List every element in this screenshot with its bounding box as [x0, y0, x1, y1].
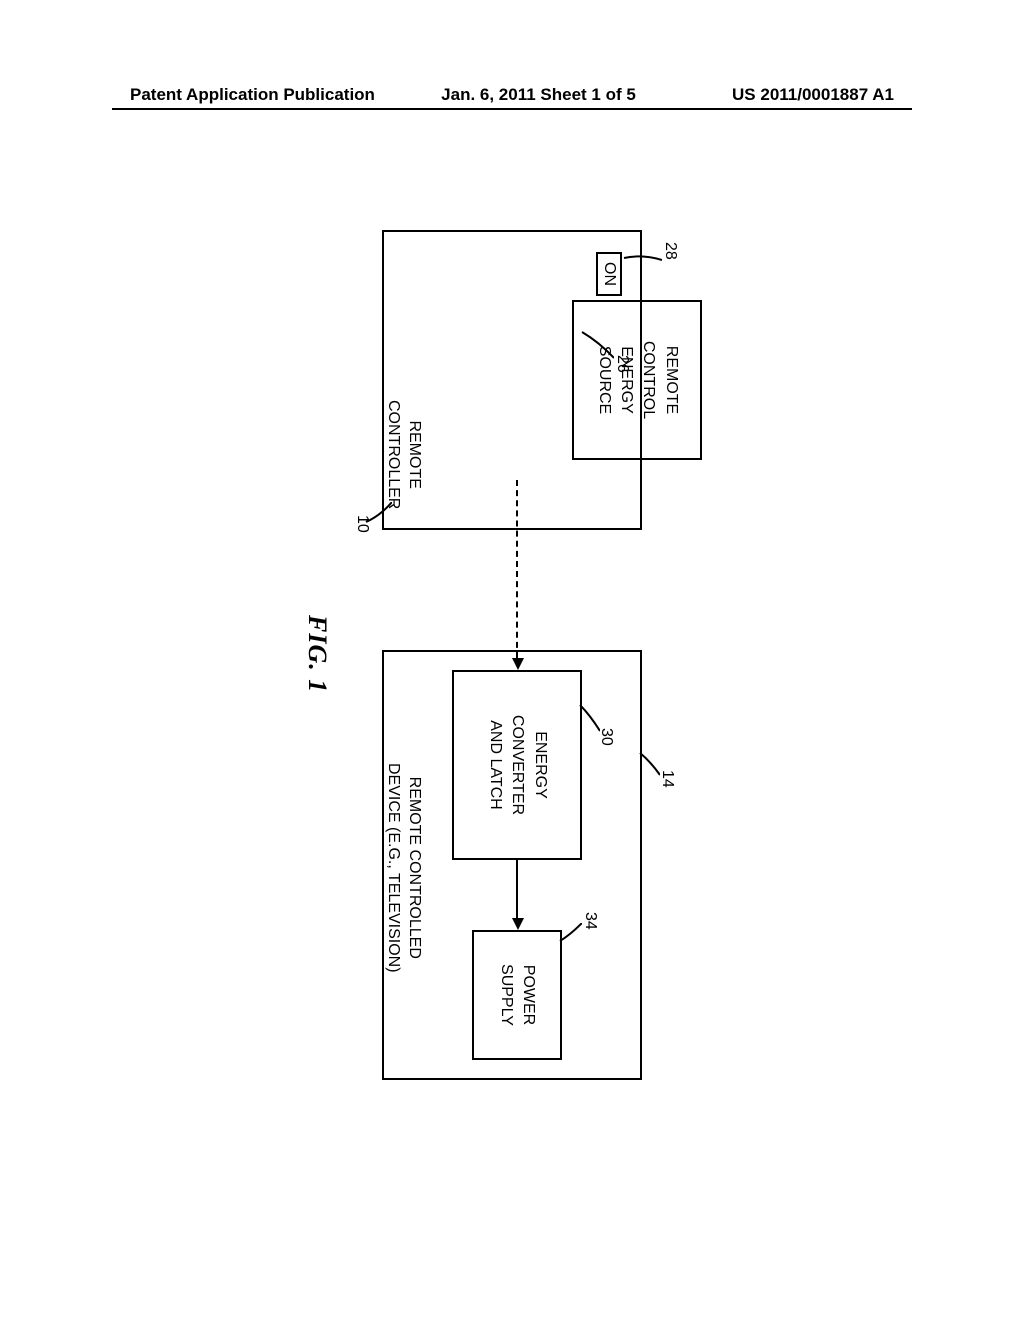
leader-30 — [578, 705, 600, 733]
energy-converter-label: ENERGY CONVERTER AND LATCH — [483, 715, 550, 815]
power-supply-box: POWER SUPPLY — [472, 930, 562, 1060]
figure-label: FIG. 1 — [302, 615, 332, 693]
energy-converter-box: ENERGY CONVERTER AND LATCH — [452, 670, 582, 860]
leader-28 — [622, 250, 662, 270]
remote-controller-label: REMOTE CONTROLLER — [382, 400, 424, 509]
power-arrow-head — [512, 918, 524, 930]
ref-28: 28 — [659, 242, 680, 260]
header-patent-number: US 2011/0001887 A1 — [732, 85, 894, 105]
power-supply-label: POWER SUPPLY — [495, 964, 540, 1026]
header-divider — [112, 108, 912, 110]
ref-26: 26 — [611, 355, 632, 373]
header-publication: Patent Application Publication — [130, 85, 375, 105]
header-date-sheet: Jan. 6, 2011 Sheet 1 of 5 — [441, 85, 636, 105]
signal-arrow-head — [512, 658, 524, 670]
power-arrow — [516, 860, 518, 918]
leader-14 — [638, 753, 660, 778]
ref-34: 34 — [579, 912, 600, 930]
on-button: ON — [596, 252, 622, 296]
energy-source-box: REMOTE CONTROL ENERGY SOURCE — [572, 300, 702, 460]
diagram-container: ON REMOTE CONTROL ENERGY SOURCE ENERGY C… — [262, 210, 762, 1110]
remote-controlled-device-label: REMOTE CONTROLLED DEVICE (E.G., TELEVISI… — [382, 763, 424, 973]
leader-26 — [579, 330, 614, 360]
signal-arrow — [516, 480, 518, 658]
leader-34 — [558, 923, 582, 945]
